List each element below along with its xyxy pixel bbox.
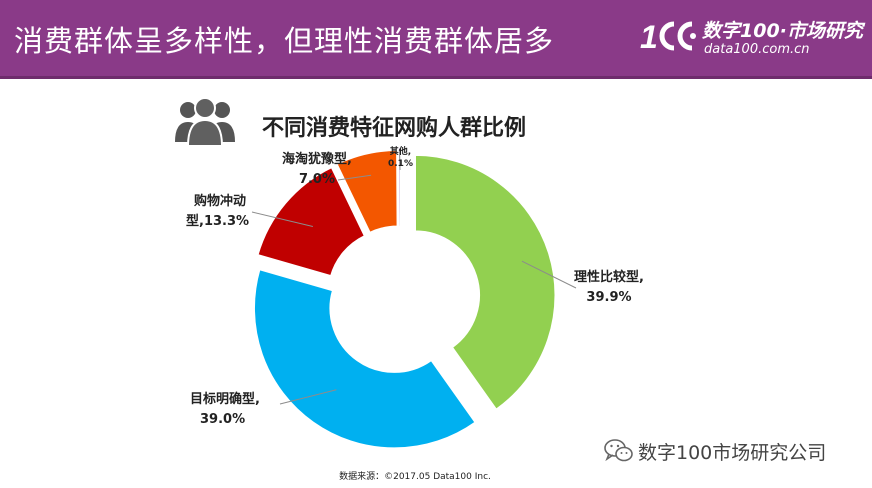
data-source: 数据来源：©2017.05 Data100 Inc. [339, 472, 491, 482]
slice-impulse [256, 166, 366, 277]
label-overseas-name: 海淘犹豫型, [282, 152, 352, 167]
label-other-value: 0.1% [388, 159, 413, 169]
label-targeted-value: 39.0% [200, 412, 246, 427]
data100-logo-mark-icon: 1 [640, 19, 696, 54]
label-targeted-name: 目标明确型, [190, 392, 260, 407]
wechat-icon [604, 439, 633, 462]
svg-text:1: 1 [640, 19, 658, 54]
leader-line-rational [521, 260, 577, 289]
label-overseas-value: 7.0% [298, 172, 335, 187]
label-impulse-name: 购物冲动 [194, 194, 247, 209]
logo-chinese-text: 数字100·市场研究 [702, 20, 863, 42]
wechat-watermark: 数字100市场研究公司 [604, 436, 866, 466]
chart-title: 不同消费特征网购人群比例 [262, 116, 527, 141]
slice-targeted [253, 268, 477, 449]
slice-rational [414, 154, 556, 411]
leader-line-targeted [279, 389, 337, 405]
leader-line-impulse [251, 211, 313, 227]
slice-overseas [335, 149, 399, 234]
logo-url-text: data100.com.cn [704, 42, 810, 57]
label-other: 其他, 0.1% [388, 146, 413, 170]
label-rational: 理性比较型, 39.9% [574, 268, 644, 308]
leader-line-overseas [337, 174, 372, 181]
label-targeted: 目标明确型, 39.0% [190, 390, 260, 430]
wechat-account-name: 数字100市场研究公司 [638, 442, 827, 464]
people-group-icon [175, 98, 235, 146]
label-impulse-value: 型,13.3% [186, 214, 250, 229]
page-title: 消费群体呈多样性，但理性消费群体居多 [14, 24, 555, 58]
label-rational-name: 理性比较型, [574, 270, 644, 285]
brand-logo: 1 数字100·市场研究 data100.com.cn [640, 14, 866, 64]
label-overseas: 海淘犹豫型, 7.0% [282, 150, 352, 190]
header-banner: 消费群体呈多样性，但理性消费群体居多 1 数字100·市场研究 data100.… [0, 0, 872, 79]
label-other-name: 其他, [389, 147, 412, 157]
label-impulse: 购物冲动 型,13.3% [186, 192, 249, 232]
label-rational-value: 39.9% [586, 290, 632, 305]
